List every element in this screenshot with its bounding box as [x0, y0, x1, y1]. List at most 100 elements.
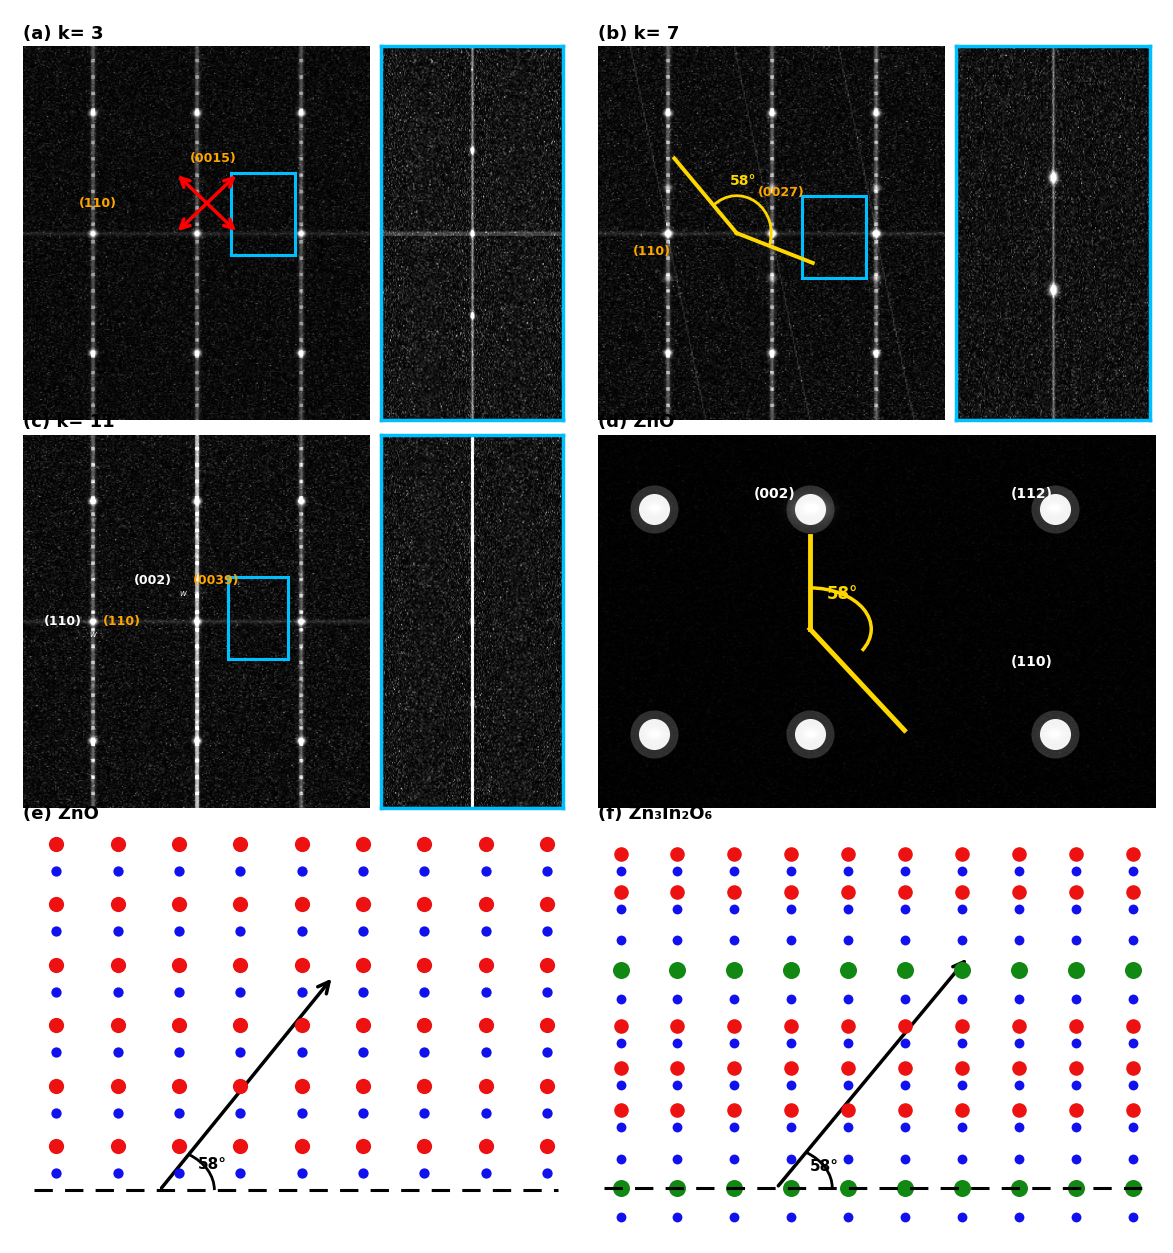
Point — [1124, 845, 1143, 865]
Point — [415, 861, 434, 881]
Point — [725, 1075, 744, 1095]
Point — [782, 1208, 801, 1228]
Point — [47, 955, 66, 975]
Point — [645, 723, 664, 743]
Point — [839, 1016, 857, 1036]
Point — [231, 833, 250, 853]
Point — [839, 845, 857, 865]
Point — [108, 982, 127, 1002]
Point — [782, 989, 801, 1009]
Point — [896, 898, 915, 918]
Point — [645, 723, 664, 743]
Text: (110): (110) — [1010, 655, 1052, 669]
Point — [1010, 960, 1029, 980]
Point — [476, 833, 495, 853]
Point — [669, 960, 687, 980]
Point — [47, 982, 66, 1002]
Point — [782, 1149, 801, 1169]
Point — [669, 1178, 687, 1198]
Point — [782, 898, 801, 918]
Point — [645, 500, 664, 520]
Point — [47, 1136, 66, 1157]
Point — [292, 1075, 311, 1095]
Point — [231, 1103, 250, 1123]
Point — [415, 833, 434, 853]
Point — [952, 1016, 971, 1036]
Point — [725, 930, 744, 950]
Point — [415, 1136, 434, 1157]
Point — [1066, 845, 1085, 865]
Point — [1124, 861, 1143, 881]
Point — [353, 921, 372, 941]
Point — [1010, 898, 1029, 918]
Point — [292, 921, 311, 941]
Point — [47, 895, 66, 915]
Point — [839, 1149, 857, 1169]
Point — [952, 1118, 971, 1138]
Text: 58°: 58° — [827, 585, 857, 603]
Point — [108, 1015, 127, 1035]
Point — [537, 1136, 556, 1157]
Point — [292, 1042, 311, 1063]
Point — [952, 861, 971, 881]
Point — [952, 898, 971, 918]
Point — [231, 895, 250, 915]
Point — [170, 1136, 189, 1157]
Point — [839, 1059, 857, 1079]
Point — [476, 1075, 495, 1095]
Point — [108, 1103, 127, 1123]
Point — [231, 1042, 250, 1063]
Text: (110): (110) — [103, 615, 141, 628]
Point — [1124, 1149, 1143, 1169]
Point — [1010, 989, 1029, 1009]
Point — [1124, 930, 1143, 950]
Point — [108, 833, 127, 853]
Point — [952, 1208, 971, 1228]
Point — [292, 1136, 311, 1157]
Point — [353, 1075, 372, 1095]
Point — [782, 1100, 801, 1120]
Point — [1046, 500, 1065, 520]
Point — [1124, 1118, 1143, 1138]
Point — [669, 989, 687, 1009]
Point — [353, 1103, 372, 1123]
Point — [952, 1100, 971, 1120]
Point — [1010, 861, 1029, 881]
Point — [952, 960, 971, 980]
Point — [896, 1149, 915, 1169]
Point — [170, 861, 189, 881]
Point — [353, 1136, 372, 1157]
Point — [170, 1075, 189, 1095]
Point — [611, 1016, 630, 1036]
Text: 58°: 58° — [730, 173, 757, 188]
Point — [292, 1163, 311, 1183]
Point — [611, 898, 630, 918]
Point — [725, 898, 744, 918]
Point — [800, 500, 819, 520]
Point — [353, 861, 372, 881]
Text: $_W$: $_W$ — [179, 589, 188, 599]
Point — [1046, 723, 1065, 743]
Point — [611, 1034, 630, 1054]
Text: $_W$: $_W$ — [89, 630, 99, 640]
Point — [353, 833, 372, 853]
Point — [839, 898, 857, 918]
Point — [1010, 1034, 1029, 1054]
Point — [896, 960, 915, 980]
Point — [782, 1118, 801, 1138]
Point — [537, 982, 556, 1002]
Point — [537, 833, 556, 853]
Point — [725, 1100, 744, 1120]
Text: (110): (110) — [79, 197, 117, 211]
Point — [231, 1136, 250, 1157]
Point — [108, 955, 127, 975]
Point — [476, 921, 495, 941]
Point — [47, 921, 66, 941]
Point — [725, 1016, 744, 1036]
Point — [782, 930, 801, 950]
Text: (110): (110) — [45, 615, 82, 628]
Point — [782, 1016, 801, 1036]
Text: (0015): (0015) — [190, 152, 236, 165]
Point — [1010, 1016, 1029, 1036]
Point — [839, 1075, 857, 1095]
